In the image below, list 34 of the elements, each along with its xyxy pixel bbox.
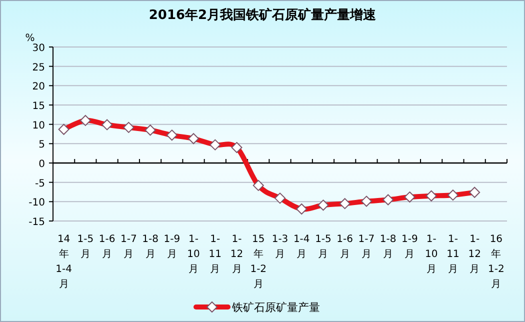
- x-tick-label: 1-5月: [315, 234, 332, 260]
- x-tick-label: 1-6月: [336, 234, 354, 260]
- y-tick-label: 25: [32, 62, 45, 74]
- x-tick-label: 1-7月: [358, 234, 375, 260]
- chart-title: 2016年2月我国铁矿石原矿量产量增速: [148, 7, 378, 23]
- x-tick-label: 1-6月: [98, 234, 116, 260]
- y-tick-label: 0: [38, 159, 45, 170]
- x-tick-label: 1-12月: [230, 234, 244, 275]
- legend-label: 铁矿石原矿量产量: [231, 301, 320, 314]
- x-tick-label: 1-12月: [468, 234, 481, 275]
- x-tick-label: 1-4月: [293, 234, 310, 260]
- x-tick-label: 1-9月: [402, 234, 418, 260]
- x-tick-label: 16年1-2月: [488, 234, 504, 290]
- y-axis-title: %: [25, 33, 35, 44]
- y-tick-label: -5: [35, 178, 45, 190]
- x-tick-label: 1-7月: [120, 234, 137, 260]
- x-tick-label: 15年1-2月: [250, 234, 267, 290]
- x-tick-label: 1-8月: [380, 234, 396, 260]
- x-tick-label: 1-3月: [272, 234, 288, 260]
- y-tick-label: 5: [38, 140, 45, 151]
- x-tick-label: 1-9月: [164, 234, 180, 260]
- x-tick-label: 1-5月: [77, 234, 94, 260]
- x-tick-label: 1-10月: [187, 234, 200, 275]
- x-tick-label: 14年1-4月: [56, 234, 72, 290]
- x-tick-label: 1-8月: [142, 234, 158, 260]
- y-tick-label: -10: [28, 198, 45, 209]
- x-tick-label: 1-10月: [424, 234, 438, 275]
- y-tick-label: 15: [32, 101, 45, 112]
- x-tick-label: 1-11月: [208, 234, 222, 275]
- y-tick-label: -15: [28, 217, 45, 228]
- x-tick-label: 1-11月: [446, 234, 460, 275]
- y-tick-label: 10: [32, 120, 45, 132]
- y-tick-label: 30: [32, 43, 45, 54]
- y-tick-label: 20: [32, 82, 45, 93]
